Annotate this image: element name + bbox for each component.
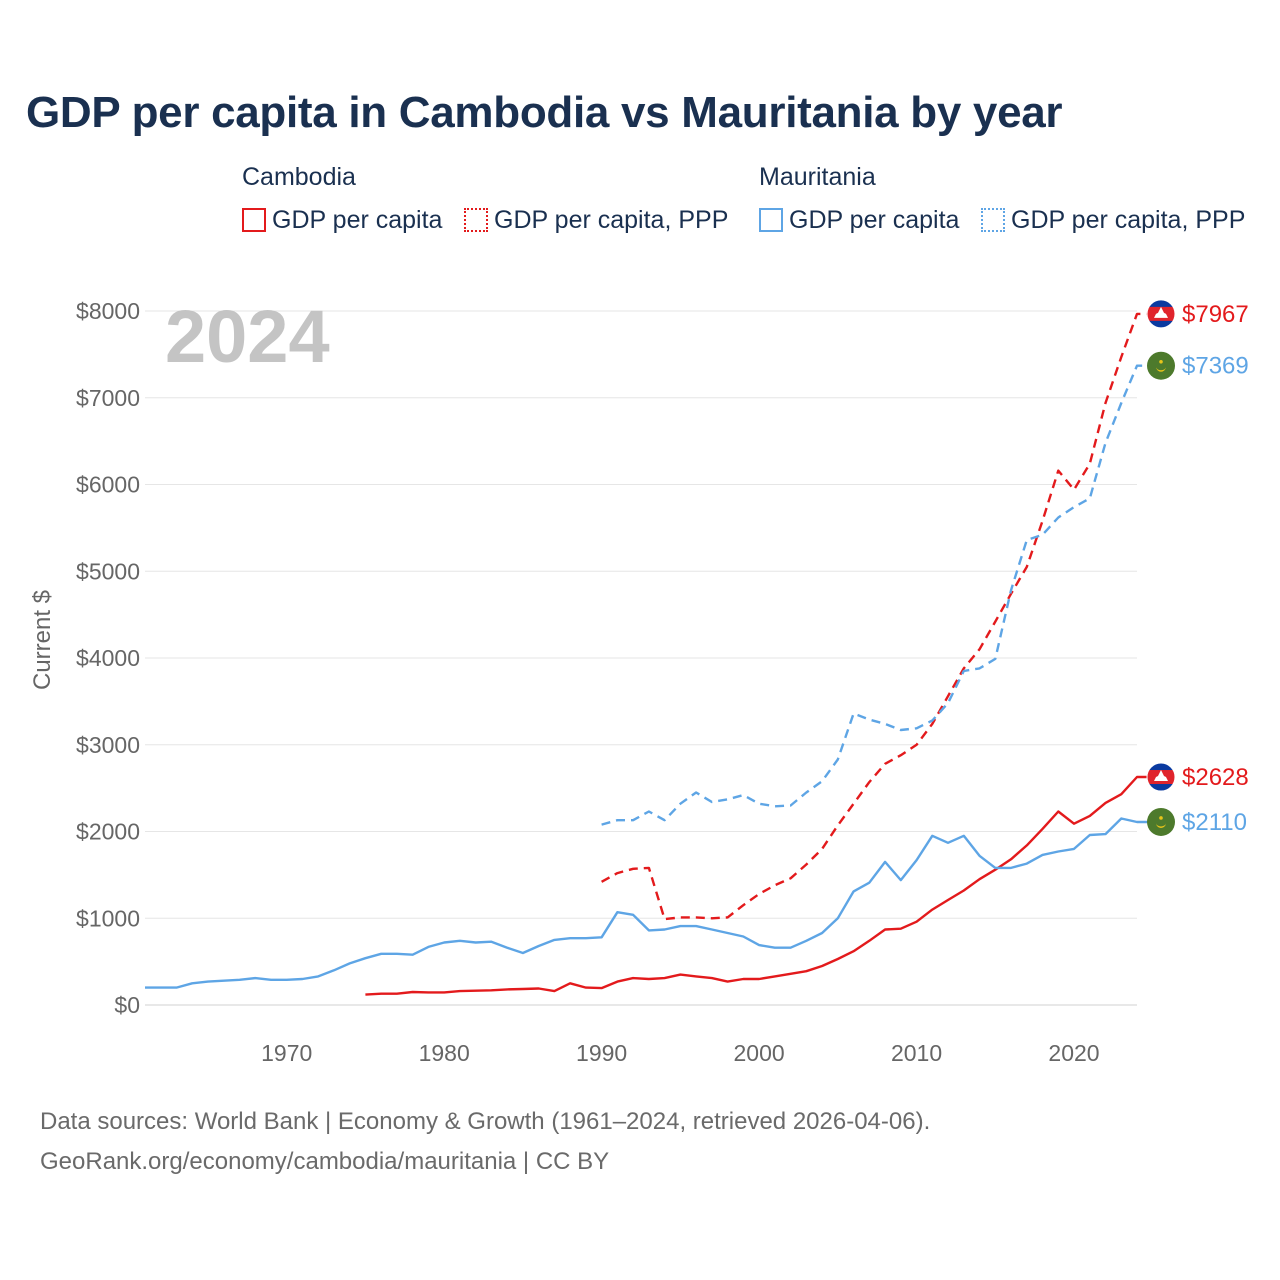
angkor-wat-icon (1154, 770, 1168, 782)
star-icon (1159, 359, 1163, 364)
end-value-label: $2628 (1182, 764, 1249, 791)
flag-mauritania-icon (1147, 351, 1175, 380)
end-value-label: $2110 (1182, 809, 1247, 836)
footer-source: Data sources: World Bank | Economy & Gro… (40, 1108, 931, 1135)
legend-item-mauritania-gdp-ppp[interactable]: GDP per capita, PPP (981, 204, 1245, 236)
legend-label: GDP per capita (272, 205, 443, 234)
x-tick-label: 1970 (261, 1040, 312, 1066)
end-value-label: $7369 (1182, 353, 1249, 380)
x-tick-label: 2020 (1048, 1040, 1099, 1066)
legend-swatch-solid-red (242, 208, 266, 232)
series-line-cambodia-dashed (601, 312, 1151, 921)
grid-layer: $0 $1000 $2000 $3000 $4000 $5000 $6000 $7000 $80… (76, 298, 1137, 1066)
end-value-label: $7967 (1182, 301, 1249, 328)
y-tick-label: $2000 (76, 819, 140, 845)
legend-item-mauritania-gdp[interactable]: GDP per capita (759, 204, 959, 236)
series-line-cambodia-solid (365, 775, 1151, 996)
y-tick-label: $1000 (76, 905, 140, 931)
flag-cambodia-icon (1146, 762, 1176, 792)
y-tick-label: $0 (114, 992, 140, 1018)
star-icon (1159, 816, 1163, 820)
x-tick-label: 1980 (419, 1040, 470, 1066)
crescent-icon (1156, 366, 1166, 372)
year-watermark: 2024 (165, 295, 330, 378)
series-line-mauritania-dashed (601, 364, 1151, 826)
legend-label: GDP per capita (789, 205, 960, 234)
chart-title: GDP per capita in Cambodia vs Mauritania… (26, 88, 1063, 137)
marker-layer: $7967 $7369 $2628 $2110 (1146, 299, 1249, 836)
x-tick-label: 1990 (576, 1040, 627, 1066)
flag-cambodia-icon (1146, 299, 1176, 329)
series-line-mauritania-solid (145, 817, 1151, 989)
angkor-wat-icon (1154, 306, 1168, 318)
legend-swatch-dotted-blue (981, 208, 1005, 232)
legend-label: GDP per capita, PPP (1011, 205, 1246, 234)
flag-outline (1146, 762, 1176, 792)
flag-mauritania-icon (1147, 807, 1175, 836)
crescent-icon (1156, 822, 1166, 828)
x-tick-label: 2010 (891, 1040, 942, 1066)
legend-swatch-solid-blue (759, 208, 783, 232)
y-tick-label: $6000 (76, 472, 140, 498)
flag-green-field (1147, 807, 1175, 836)
flag-green-field (1147, 351, 1175, 380)
legend-group-cambodia: Cambodia (242, 163, 356, 191)
flag-outline (1146, 299, 1176, 329)
legend-item-cambodia-gdp-ppp[interactable]: GDP per capita, PPP (464, 204, 728, 236)
legend-swatch-dotted-red (464, 208, 488, 232)
footer-url[interactable]: GeoRank.org/economy/cambodia/mauritania … (40, 1148, 610, 1175)
y-tick-label: $8000 (76, 298, 140, 324)
flag-body (1147, 763, 1175, 792)
legend-label: GDP per capita, PPP (494, 205, 729, 234)
y-tick-label: $3000 (76, 732, 140, 758)
flag-body (1147, 299, 1175, 328)
y-axis-label: Current $ (29, 590, 56, 690)
series-layer (145, 312, 1151, 996)
x-tick-label: 2000 (734, 1040, 785, 1066)
y-tick-label: $7000 (76, 385, 140, 411)
legend-item-cambodia-gdp[interactable]: GDP per capita (242, 204, 442, 236)
legend-group-mauritania: Mauritania (759, 163, 876, 191)
y-tick-label: $5000 (76, 558, 140, 584)
y-tick-label: $4000 (76, 645, 140, 671)
